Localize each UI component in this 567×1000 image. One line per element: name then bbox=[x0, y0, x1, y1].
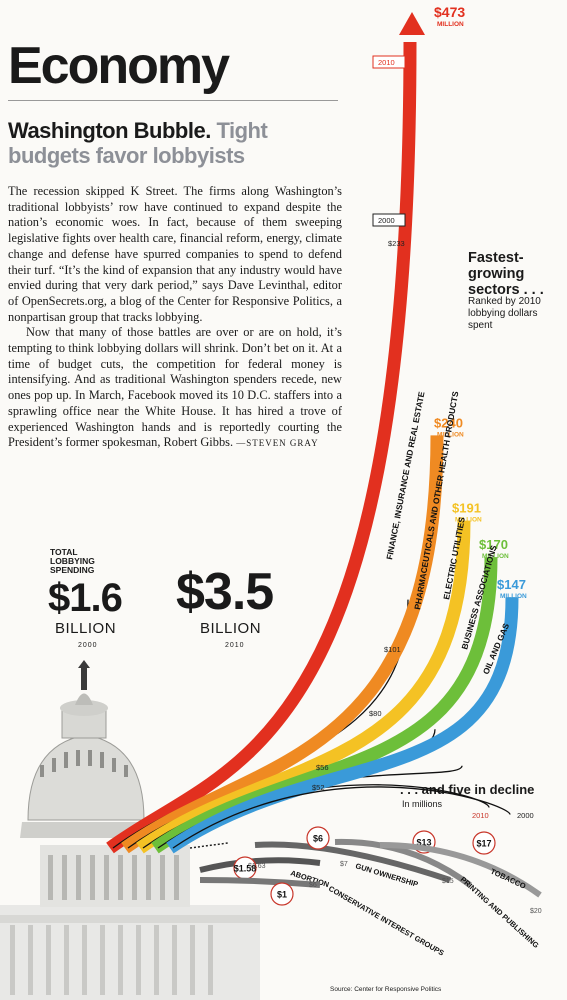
label-2010-electric-utilities: $191 bbox=[452, 501, 481, 516]
fastest-title: Fastest-growing sectors . . . bbox=[468, 250, 544, 298]
decline-2000-conservative-interest-groups: $6 bbox=[309, 882, 317, 889]
decline-2010-printing-and-publishing: $13 bbox=[416, 838, 431, 848]
total-2010-value: $3.5 bbox=[176, 563, 274, 621]
decline-pin-tobacco bbox=[472, 831, 496, 855]
decline-name-conservative-interest-groups: CONSERVATIVE INTEREST GROUPS bbox=[327, 884, 446, 958]
tag-2010-box bbox=[372, 55, 406, 69]
decline-2000-printing-and-publishing: $15 bbox=[442, 878, 454, 885]
decline-tag-2010: 2010 bbox=[472, 811, 489, 820]
paragraph-2: Now that many of those battles are over … bbox=[8, 325, 342, 452]
decline-band-printing-and-publishing bbox=[334, 838, 472, 888]
label-2010-business-associations: $170 bbox=[479, 537, 508, 552]
arrowhead-icon bbox=[399, 12, 425, 35]
label-2000-finance-insurance-and-real-estate: $233 bbox=[388, 239, 405, 248]
headline-bold: Washington Bubble. bbox=[8, 118, 211, 143]
tag-2000-box bbox=[372, 213, 406, 227]
decline-2010-gun-ownership: $6 bbox=[313, 834, 323, 844]
total-2000-unit: BILLION bbox=[55, 620, 117, 637]
growth-band-business-associations bbox=[151, 557, 498, 854]
unit-2010-business-associations: MILLION bbox=[482, 553, 509, 560]
decline-band-abortion bbox=[199, 857, 321, 873]
label-2010-oil-and-gas: $147 bbox=[497, 577, 526, 592]
title-rule bbox=[8, 100, 338, 101]
tag-2000: 2000 bbox=[378, 216, 395, 225]
paragraph-1: The recession skipped K Street. The firm… bbox=[8, 184, 342, 324]
decline-band-gun-ownership bbox=[254, 841, 451, 883]
unit-2010-finance-insurance-and-real-estate: MILLION bbox=[437, 21, 464, 28]
decline-pin-conservative-interest-groups bbox=[270, 882, 294, 906]
decline-tag-2000: 2000 bbox=[517, 811, 534, 820]
unit-2010-pharmaceuticals-and-other-health-products: MILLION bbox=[437, 431, 464, 438]
label-2010-finance-insurance-and-real-estate: $473 bbox=[434, 4, 465, 20]
total-2000-year: 2000 bbox=[78, 642, 98, 649]
headline: Washington Bubble. Tight budgets favor l… bbox=[8, 118, 338, 168]
byline: —STEVEN GRAY bbox=[236, 438, 319, 449]
total-2010-unit: BILLION bbox=[200, 620, 262, 637]
unit-2010-electric-utilities: MILLION bbox=[455, 517, 482, 524]
growth-2000-line-oil-and-gas bbox=[172, 786, 511, 849]
decline-title: . . . and five in decline bbox=[400, 782, 535, 797]
total-spending-label: TOTAL LOBBYING SPENDING bbox=[50, 547, 95, 575]
decline-2000-tobacco: $20 bbox=[530, 908, 542, 915]
decline-band-conservative-interest-groups bbox=[199, 877, 321, 888]
decline-2000-gun-ownership: $7 bbox=[340, 861, 348, 868]
tag-2010: 2010 bbox=[378, 58, 395, 67]
unit-2010-oil-and-gas: MILLION bbox=[500, 593, 527, 600]
total-2010-year: 2010 bbox=[225, 642, 245, 649]
decline-2010-conservative-interest-groups: $1 bbox=[277, 890, 287, 900]
decline-2000-abortion: $1.63 bbox=[248, 863, 266, 870]
capitol-illustration bbox=[0, 660, 260, 1000]
label-2000-business-associations: $56 bbox=[316, 763, 329, 772]
section-title: Economy bbox=[8, 37, 230, 95]
label-2010-pharmaceuticals-and-other-health-products: $240 bbox=[434, 415, 463, 430]
label-2000-oil-and-gas: $52 bbox=[312, 783, 325, 792]
article-body: The recession skipped K Street. The firm… bbox=[8, 184, 342, 452]
decline-2010-abortion: $1.58 bbox=[234, 864, 257, 874]
decline-band-tobacco bbox=[379, 842, 542, 898]
capitol-dome-icon bbox=[0, 660, 260, 1000]
growth-band-electric-utilities bbox=[136, 520, 471, 854]
label-2000-pharmaceuticals-and-other-health-products: $101 bbox=[384, 645, 401, 654]
fastest-subtitle: Ranked by 2010 lobbying dollars spent bbox=[468, 296, 541, 331]
total-2000-value: $1.6 bbox=[48, 576, 123, 620]
source-note: Source: Center for Responsive Politics bbox=[330, 986, 442, 993]
decline-name-tobacco: TOBACCO bbox=[489, 867, 527, 891]
headline-grey: Tight budgets favor lobbyists bbox=[8, 118, 268, 168]
paragraph-2-text: Now that many of those battles are over … bbox=[8, 325, 342, 450]
decline-dotted-leader bbox=[189, 842, 229, 849]
growth-band-oil-and-gas bbox=[166, 597, 519, 854]
growth-band-finance-insurance-and-real-estate bbox=[106, 41, 417, 854]
decline-subtitle: In millions bbox=[402, 799, 443, 809]
label-2000-electric-utilities: $80 bbox=[369, 709, 382, 718]
decline-2010-tobacco: $17 bbox=[476, 839, 491, 849]
decline-pin-gun-ownership bbox=[306, 826, 330, 850]
growth-band-pharmaceuticals-and-other-health-products bbox=[121, 435, 444, 854]
